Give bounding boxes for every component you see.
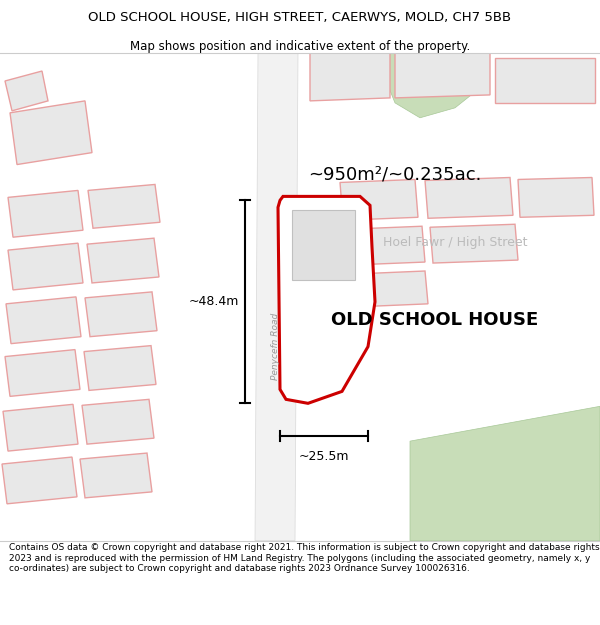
Polygon shape: [6, 297, 81, 344]
Text: ~950m²/~0.235ac.: ~950m²/~0.235ac.: [308, 166, 481, 184]
Polygon shape: [5, 71, 48, 111]
Polygon shape: [82, 399, 154, 444]
Polygon shape: [292, 211, 355, 280]
Polygon shape: [87, 238, 159, 283]
Polygon shape: [8, 243, 83, 290]
Polygon shape: [2, 457, 77, 504]
Polygon shape: [88, 184, 160, 228]
Polygon shape: [340, 179, 418, 220]
Polygon shape: [495, 58, 595, 103]
Text: OLD SCHOOL HOUSE: OLD SCHOOL HOUSE: [331, 311, 539, 329]
Polygon shape: [278, 196, 375, 403]
Polygon shape: [425, 177, 513, 218]
Polygon shape: [255, 53, 298, 541]
Polygon shape: [348, 226, 425, 265]
Polygon shape: [430, 224, 518, 263]
Polygon shape: [385, 53, 480, 118]
Polygon shape: [5, 349, 80, 396]
Text: ~25.5m: ~25.5m: [299, 450, 349, 463]
Polygon shape: [410, 406, 600, 541]
Text: Contains OS data © Crown copyright and database right 2021. This information is : Contains OS data © Crown copyright and d…: [9, 543, 599, 573]
Polygon shape: [3, 404, 78, 451]
Polygon shape: [80, 453, 152, 498]
Polygon shape: [84, 346, 156, 391]
Polygon shape: [85, 292, 157, 337]
Text: Penycefn Road: Penycefn Road: [271, 313, 280, 380]
Text: Map shows position and indicative extent of the property.: Map shows position and indicative extent…: [130, 40, 470, 53]
Polygon shape: [10, 101, 92, 164]
Polygon shape: [8, 191, 83, 237]
Polygon shape: [395, 53, 490, 98]
Polygon shape: [355, 271, 428, 307]
Polygon shape: [310, 53, 390, 101]
Text: OLD SCHOOL HOUSE, HIGH STREET, CAERWYS, MOLD, CH7 5BB: OLD SCHOOL HOUSE, HIGH STREET, CAERWYS, …: [88, 11, 512, 24]
Text: Hoel Fawr / High Street: Hoel Fawr / High Street: [383, 236, 527, 249]
Polygon shape: [518, 177, 594, 217]
Text: ~48.4m: ~48.4m: [188, 296, 239, 308]
